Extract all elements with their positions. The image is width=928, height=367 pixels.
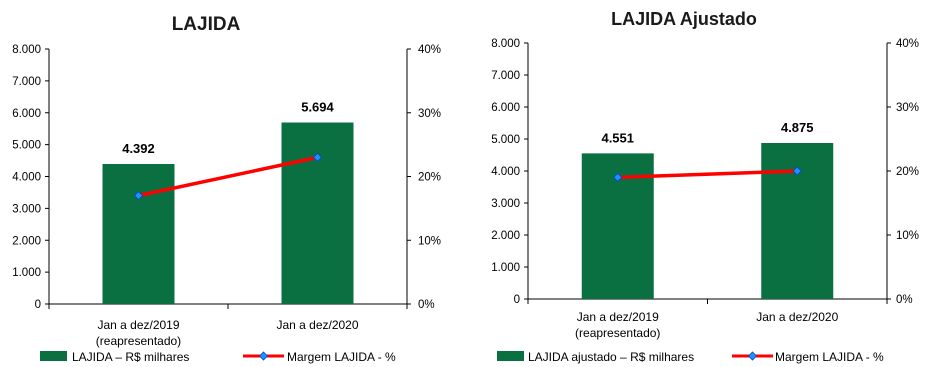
legend-bar-label: LAJIDA – R$ milhares	[72, 350, 189, 364]
y-tick-label: 4.000	[491, 166, 520, 178]
x-category-label: Jan a dez/2019	[577, 310, 659, 324]
margin-line	[138, 155, 318, 198]
y-tick-label: 8.000	[12, 44, 41, 56]
y-tick-label: 3.000	[491, 198, 520, 210]
y-tick-label: 8.000	[491, 38, 520, 50]
y-tick-label: 1.000	[491, 262, 520, 274]
data-label: 4.875	[781, 120, 814, 135]
y-tick-label: 5.000	[12, 140, 41, 152]
y-tick-label: 0	[514, 294, 520, 306]
y2-tick-label: 40%	[896, 38, 919, 50]
bar	[761, 143, 834, 299]
data-label: 4.551	[601, 130, 634, 145]
legend-bar-label: LAJIDA ajustado – R$ milhares	[528, 350, 694, 364]
y2-tick-label: 0%	[896, 294, 913, 306]
y-tick-label: 2.000	[491, 230, 520, 242]
y-tick-label: 5.000	[491, 134, 520, 146]
y2-tick-label: 20%	[896, 166, 919, 178]
data-label: 5.694	[301, 100, 334, 115]
y-tick-label: 6.000	[12, 108, 41, 120]
y2-tick-label: 40%	[418, 44, 441, 56]
data-label: 4.392	[122, 141, 155, 156]
y-tick-label: 3.000	[12, 203, 41, 215]
margin-line	[617, 169, 798, 180]
y-tick-label: 2.000	[12, 235, 41, 247]
chart-title: LAJIDA	[172, 14, 241, 35]
margin-point	[312, 152, 323, 162]
x-category-label: (reapresentado)	[96, 334, 181, 348]
y2-tick-label: 20%	[418, 172, 441, 184]
y2-tick-label: 10%	[418, 235, 441, 247]
chart-lajida-ajustado: LAJIDA Ajustado 0 1.000 2.000 3.000 4.000 5.00…	[464, 0, 928, 367]
chart-lajida-svg: LAJIDA 0 1.000 2.000 3.000 4.000 5.000 6.000 7.0…	[12, 14, 441, 364]
y2-tick-label: 0%	[418, 299, 435, 311]
y-tick-label: 7.000	[12, 76, 41, 88]
chart-title: LAJIDA Ajustado	[611, 9, 757, 29]
y2-tick-label: 10%	[896, 230, 919, 242]
bar	[102, 164, 175, 304]
y-tick-label: 6.000	[491, 102, 520, 114]
y2-tick-label: 30%	[418, 108, 441, 120]
legend-bar-swatch	[40, 351, 67, 361]
legend-line-marker	[747, 351, 758, 361]
chart-lajida-ajustado-svg: LAJIDA Ajustado 0 1.000 2.000 3.000 4.000 5.00…	[491, 9, 919, 364]
x-category-label: (reapresentado)	[575, 326, 660, 340]
bar	[281, 122, 354, 304]
y2-tick-label: 30%	[896, 102, 919, 114]
legend-line-label: Margem LAJIDA - %	[287, 350, 396, 364]
x-category-label: Jan a dez/2019	[97, 318, 179, 332]
margin-point	[133, 191, 144, 201]
legend-line-label: Margem LAJIDA - %	[775, 350, 884, 364]
margin-point	[792, 166, 802, 176]
x-category-label: Jan a dez/2020	[276, 318, 358, 332]
legend-line-marker	[258, 351, 269, 361]
y-tick-label: 4.000	[12, 172, 41, 184]
y-tick-label: 0	[35, 299, 41, 311]
y-tick-label: 7.000	[491, 70, 520, 82]
legend-bar-swatch	[497, 351, 524, 361]
y-tick-label: 1.000	[12, 267, 41, 279]
x-category-label: Jan a dez/2020	[756, 310, 838, 324]
chart-lajida: LAJIDA 0 1.000 2.000 3.000 4.000 5.000 6.000 7.0…	[12, 14, 441, 364]
margin-point	[613, 172, 623, 182]
